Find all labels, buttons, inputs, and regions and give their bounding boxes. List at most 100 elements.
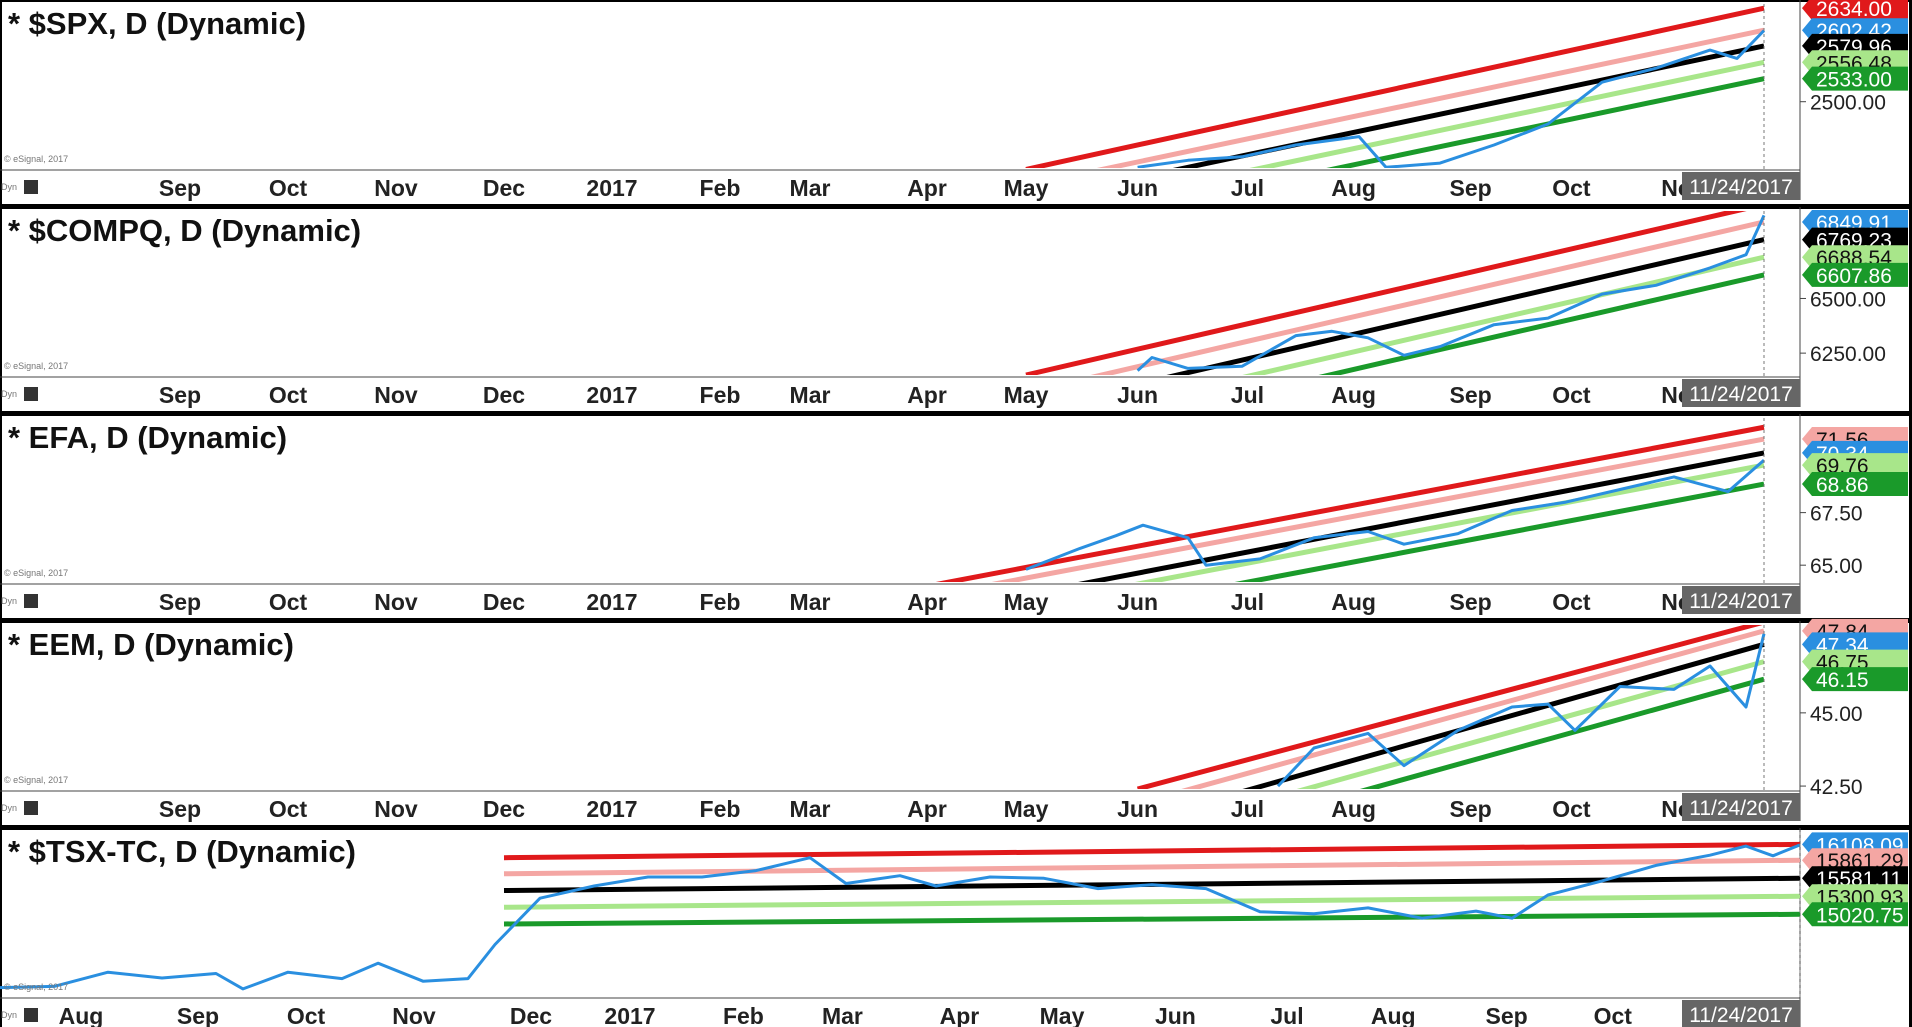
y-tick-label: 6500.00 bbox=[1810, 288, 1886, 311]
dyn-label[interactable]: Dyn bbox=[1, 596, 17, 606]
month-label: Feb bbox=[700, 589, 741, 615]
month-label: Jul bbox=[1231, 796, 1264, 822]
channel-value-tag bbox=[1802, 667, 1908, 692]
month-label: Jul bbox=[1231, 589, 1264, 615]
month-label: Oct bbox=[1552, 175, 1591, 201]
month-label: Feb bbox=[700, 796, 741, 822]
current-date-label: 11/24/2017 bbox=[1689, 797, 1793, 820]
dyn-label[interactable]: Dyn bbox=[1, 389, 17, 399]
month-label: 2017 bbox=[586, 589, 637, 615]
channel-line-pink bbox=[1090, 219, 1765, 375]
plot-area bbox=[0, 841, 1800, 991]
month-label: Oct bbox=[269, 175, 308, 201]
chart-title: * $SPX, D (Dynamic) bbox=[8, 6, 306, 41]
month-label: Sep bbox=[159, 175, 201, 201]
dyn-menu-icon[interactable] bbox=[24, 801, 38, 815]
channel-value-tag bbox=[1802, 66, 1908, 91]
current-date-box bbox=[1682, 793, 1800, 821]
current-date-label: 11/24/2017 bbox=[1689, 590, 1793, 613]
month-label: Dec bbox=[483, 589, 525, 615]
dyn-menu-icon[interactable] bbox=[24, 387, 38, 401]
y-tick-label: 2500.00 bbox=[1810, 92, 1886, 115]
month-label: Dec bbox=[483, 175, 525, 201]
month-label: 2017 bbox=[586, 796, 637, 822]
chart-title: * EEM, D (Dynamic) bbox=[8, 627, 294, 662]
channel-line-red bbox=[503, 841, 1800, 861]
plot-area bbox=[1136, 625, 1766, 789]
channel-line-green bbox=[1234, 481, 1765, 582]
month-label: Sep bbox=[1450, 175, 1492, 201]
channel-line-lightgreen bbox=[503, 893, 1800, 910]
price-series-line bbox=[1136, 214, 1766, 372]
channel-value-tag bbox=[1802, 884, 1908, 909]
watermark: © eSignal, 2017 bbox=[4, 154, 68, 164]
panel-frame bbox=[0, 205, 1912, 415]
y-tick-label: 65.00 bbox=[1810, 555, 1863, 578]
month-label: Apr bbox=[940, 1003, 980, 1027]
channel-line-lightgreen bbox=[1135, 462, 1765, 582]
month-label: Sep bbox=[1450, 382, 1492, 408]
month-label: Dec bbox=[483, 796, 525, 822]
channel-value-tag bbox=[1802, 262, 1908, 287]
chart-panel-4: * EEM, D (Dynamic) © eSignal, 2017 Dyn Sep O… bbox=[0, 618, 1912, 829]
month-label: Oct bbox=[269, 382, 308, 408]
month-label: Jul bbox=[1270, 1003, 1303, 1027]
dyn-label[interactable]: Dyn bbox=[1, 182, 17, 192]
month-label: Jul bbox=[1231, 175, 1264, 201]
channel-line-green bbox=[1318, 272, 1765, 375]
channel-line-green bbox=[1326, 76, 1765, 168]
current-date-label: 11/24/2017 bbox=[1689, 1004, 1793, 1027]
month-label: Sep bbox=[1450, 796, 1492, 822]
channel-line-lightgreen bbox=[1242, 254, 1765, 375]
month-label: Aug bbox=[1331, 382, 1376, 408]
channel-value-tag bbox=[1802, 848, 1908, 873]
month-label: Oct bbox=[269, 589, 308, 615]
channel-line-black bbox=[1166, 237, 1765, 375]
month-label: May bbox=[1004, 382, 1049, 408]
current-date-box bbox=[1682, 172, 1800, 200]
month-label: Mar bbox=[790, 382, 831, 408]
month-label: 2017 bbox=[604, 1003, 655, 1027]
price-series-line bbox=[1137, 29, 1766, 168]
month-label: Mar bbox=[790, 589, 831, 615]
channel-line-pink bbox=[1181, 628, 1765, 789]
channel-line-pink bbox=[503, 857, 1800, 877]
y-tick-label: 45.00 bbox=[1810, 703, 1863, 726]
month-label: May bbox=[1040, 1003, 1085, 1027]
month-label: Sep bbox=[177, 1003, 219, 1027]
month-label: Nov bbox=[374, 382, 418, 408]
dyn-label[interactable]: Dyn bbox=[1, 803, 17, 813]
month-label: 2017 bbox=[586, 175, 637, 201]
y-tick-label: 67.50 bbox=[1810, 503, 1863, 526]
current-date-box bbox=[1682, 379, 1800, 407]
chart-title: * EFA, D (Dynamic) bbox=[8, 420, 287, 455]
month-label: Oct bbox=[287, 1003, 326, 1027]
panel-frame bbox=[0, 619, 1912, 829]
month-label: 2017 bbox=[586, 382, 637, 408]
channel-line-red bbox=[935, 424, 1765, 582]
channel-value-tag bbox=[1802, 472, 1908, 497]
chart-panel-2: * $COMPQ, D (Dynamic) © eSignal, 2017 Dyn S… bbox=[0, 205, 1912, 415]
y-tick-label: 42.50 bbox=[1810, 776, 1863, 799]
month-label: Sep bbox=[159, 796, 201, 822]
month-label: Feb bbox=[723, 1003, 764, 1027]
channel-value-label: 46.15 bbox=[1816, 669, 1869, 692]
month-label: Aug bbox=[1331, 589, 1376, 615]
dyn-menu-icon[interactable] bbox=[24, 180, 38, 194]
month-label: Jul bbox=[1231, 382, 1264, 408]
month-label: Jun bbox=[1117, 175, 1158, 201]
month-label: Oct bbox=[1552, 589, 1591, 615]
dyn-menu-icon[interactable] bbox=[24, 594, 38, 608]
month-label: May bbox=[1004, 796, 1049, 822]
month-label: Dec bbox=[510, 1003, 552, 1027]
chart-panel-3: * EFA, D (Dynamic) © eSignal, 2017 Dyn Sep O… bbox=[0, 412, 1912, 622]
month-label: Jun bbox=[1117, 382, 1158, 408]
month-label: Mar bbox=[822, 1003, 863, 1027]
dyn-menu-icon[interactable] bbox=[24, 1008, 38, 1022]
channel-value-label: 6607.86 bbox=[1816, 265, 1892, 288]
channel-line-lightgreen bbox=[1249, 59, 1765, 168]
dyn-label[interactable]: Dyn bbox=[1, 1010, 17, 1020]
month-label: Aug bbox=[1331, 175, 1376, 201]
month-label: Jun bbox=[1155, 1003, 1196, 1027]
month-label: Apr bbox=[907, 175, 947, 201]
